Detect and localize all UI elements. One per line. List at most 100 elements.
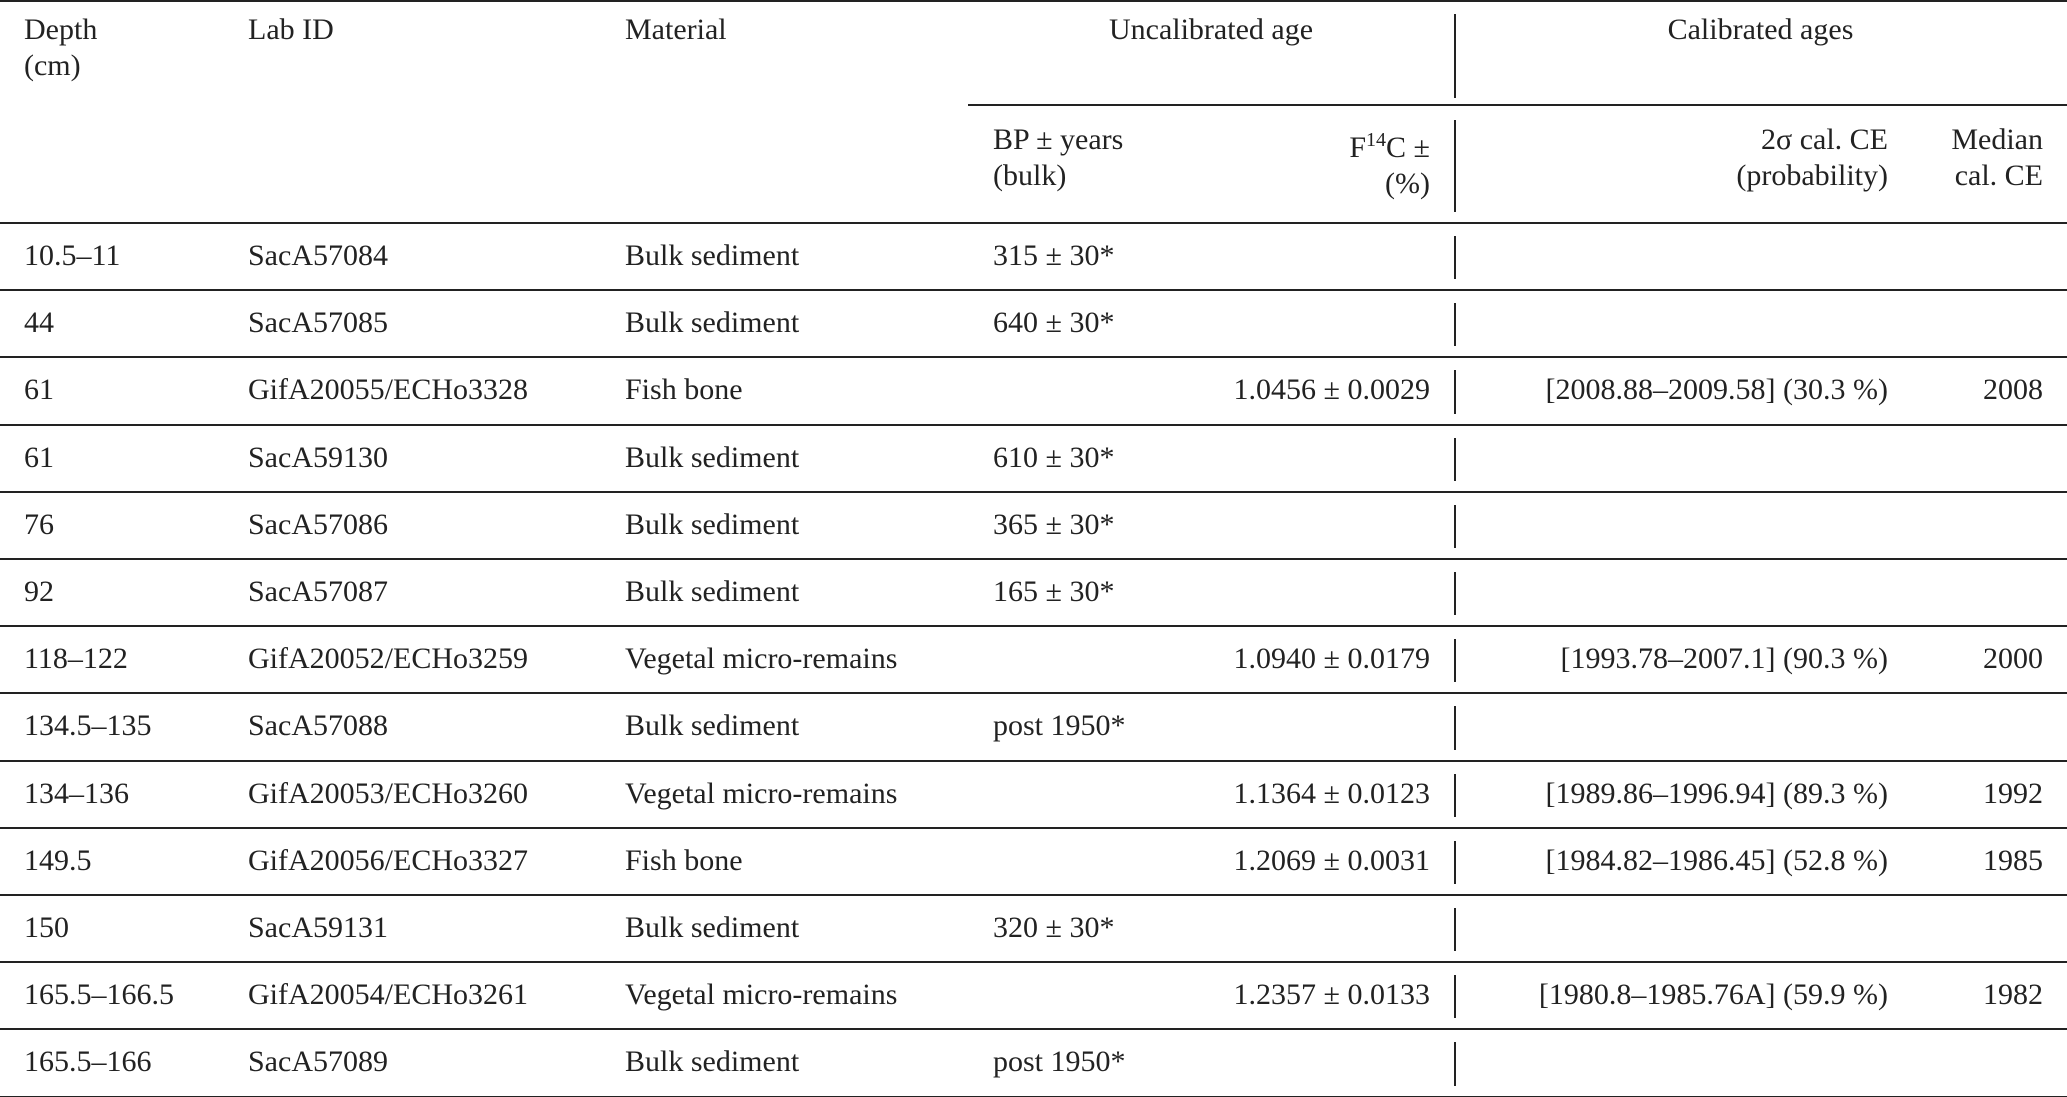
cell: GifA20053/ECHo3260 [248,776,528,810]
header-cell: BP ± years (bulk) [993,123,1124,192]
cell: Bulk sediment [625,507,800,541]
cell: SacA59131 [248,911,388,944]
cell: post 1950* [993,1045,1126,1079]
rule [1454,14,1456,98]
header-cell: 2σ cal. CE (probability) [1736,123,1888,192]
cell: 1982 [1983,978,2043,1012]
cell: 2008 [1983,373,2043,407]
cell: 1.0940 ± 0.0179 [1233,642,1430,676]
cell: 320 ± 30* [993,911,1115,944]
cell: Vegetal micro-remains [625,776,898,810]
cell: 1.2357 ± 0.0133 [1233,978,1430,1012]
cell: [1993.78–2007.1] (90.3 %) [1560,642,1888,676]
cell: 1992 [1983,776,2043,810]
rule [0,1028,2067,1031]
rule [0,490,2067,493]
rule [0,826,2067,829]
cell: SacA57088 [248,709,388,743]
cell: [1989.86–1996.94] (89.3 %) [1545,776,1888,810]
cell: Vegetal micro-remains [625,978,898,1012]
header-cell: Calibrated ages [1667,13,1854,46]
header-cell: Material [625,13,727,46]
text: C ± (%) [1385,131,1430,200]
cell: 149.5 [24,843,92,877]
cell: 150 [24,911,69,944]
rule [0,222,2067,224]
cell: 640 ± 30* [993,306,1115,340]
rule [1454,437,1456,481]
rule [0,692,2067,695]
rule [1454,975,1456,1019]
cell: 165.5–166 [24,1045,152,1079]
cell: 1.2069 ± 0.0031 [1233,843,1430,877]
cell: 610 ± 30* [993,440,1115,474]
cell: SacA57086 [248,507,388,541]
cell: Bulk sediment [625,440,800,474]
cell: post 1950* [993,709,1126,743]
cell: SacA57085 [248,306,388,340]
text: 14 [1366,129,1387,151]
cell: 1.0456 ± 0.0029 [1233,373,1430,407]
rule [0,289,2067,292]
cell: 61 [24,373,54,407]
rule [0,1095,2067,1097]
rule [1454,504,1456,548]
text: F [1349,131,1367,164]
rule [1454,572,1456,616]
cell: 92 [24,575,54,608]
cell: GifA20052/ECHo3259 [248,642,528,676]
header-cell: Median cal. CE [1951,123,2043,192]
rule [0,961,2067,964]
cell: 1985 [1983,843,2043,877]
cell: GifA20056/ECHo3327 [248,843,528,877]
rule [1454,303,1456,347]
header-cell: Uncalibrated age [1108,13,1314,46]
rule [0,423,2067,426]
cell: 44 [24,306,54,340]
header-cell: Depth (cm) [24,13,98,82]
cell: 134–136 [24,776,129,810]
cell: Bulk sediment [625,911,800,944]
rule [1454,639,1456,683]
rule [1454,120,1456,212]
rule [1454,236,1456,280]
rule [0,759,2067,762]
cell: SacA57089 [248,1045,388,1079]
cell: Fish bone [625,843,743,877]
cell: 165.5–166.5 [24,978,174,1012]
cell: 134.5–135 [24,709,152,743]
rule [1454,706,1456,750]
cell: 10.5–11 [24,239,121,272]
cell: 1.1364 ± 0.0123 [1233,776,1430,810]
cell: 118–122 [24,642,128,676]
cell: Fish bone [625,373,743,407]
rule [0,0,2067,2]
cell: 76 [24,507,54,541]
cell: [1984.82–1986.45] (52.8 %) [1545,843,1888,877]
rule [1454,840,1456,884]
cell: 365 ± 30* [993,507,1115,541]
cell: 61 [24,440,54,474]
cell: GifA20055/ECHo3328 [248,373,528,407]
cell: SacA57084 [248,239,388,272]
rule [1454,773,1456,817]
cell: [1980.8–1985.76A] (59.9 %) [1538,978,1888,1012]
cell: Bulk sediment [625,709,800,743]
rule [1454,1042,1456,1086]
rule [1454,370,1456,414]
cell: [2008.88–2009.58] (30.3 %) [1545,373,1888,407]
cell: Bulk sediment [625,575,800,608]
cell: SacA57087 [248,575,388,608]
rule [0,558,2067,560]
cell: Bulk sediment [625,239,800,272]
header-cell: Lab ID [248,13,334,46]
rule [0,625,2067,628]
cell: Bulk sediment [625,1045,800,1079]
cell: Vegetal micro-remains [625,642,898,676]
rule [0,356,2067,359]
cell: Bulk sediment [625,306,800,340]
cell: 2000 [1983,642,2043,676]
cell: SacA59130 [248,440,388,474]
rule [968,104,2067,106]
